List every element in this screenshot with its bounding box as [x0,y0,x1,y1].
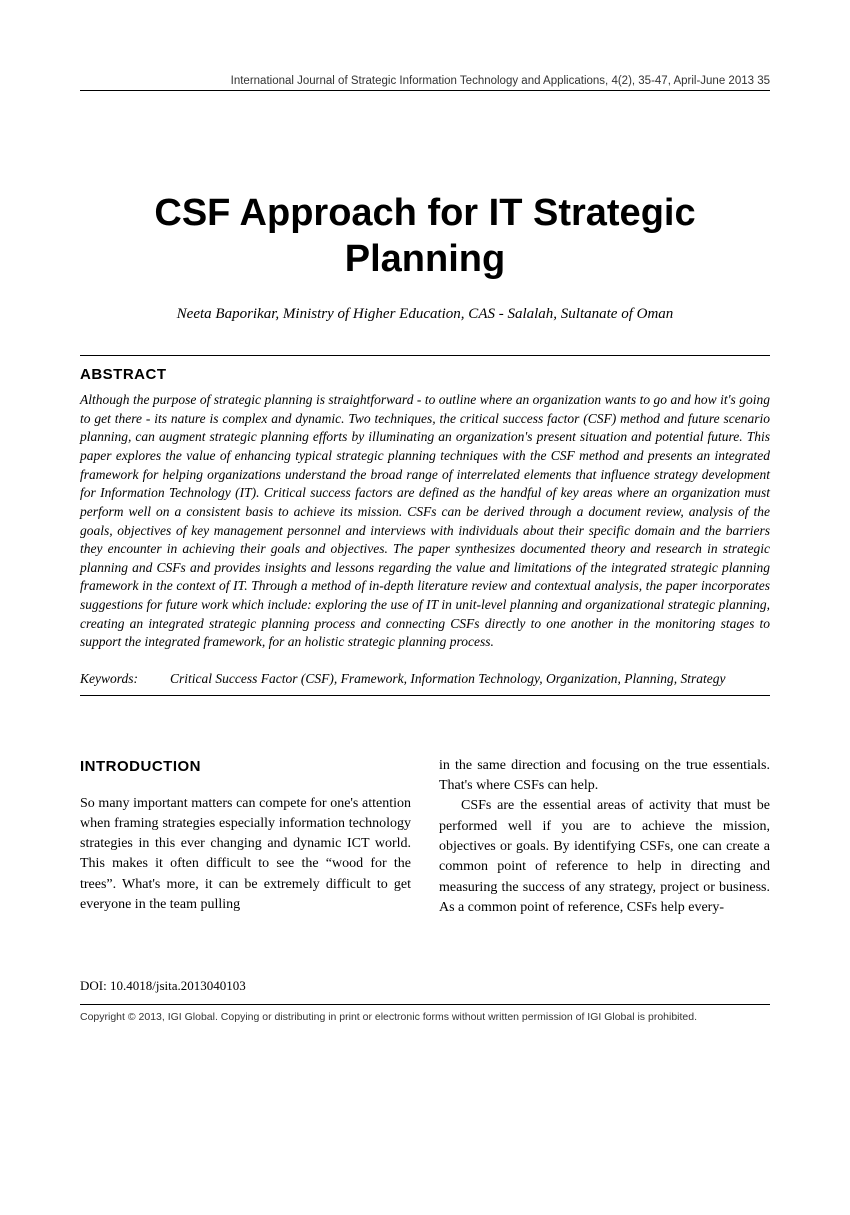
abstract-heading: ABSTRACT [80,366,770,383]
introduction-heading: INTRODUCTION [80,756,411,778]
footer-rule [80,1004,770,1005]
copyright-line: Copyright © 2013, IGI Global. Copying or… [80,1011,770,1023]
intro-para-right-1: in the same direction and focusing on th… [439,756,770,797]
head-rule [80,90,770,91]
keywords-label: Keywords: [80,670,170,689]
intro-para-left: So many important matters can compete fo… [80,794,411,916]
intro-para-right-2: CSFs are the essential areas of activity… [439,796,770,918]
article-title: CSF Approach for IT Strategic Planning [80,191,770,282]
abstract-bottom-rule [80,695,770,696]
column-right: in the same direction and focusing on th… [439,756,770,918]
abstract-text: Although the purpose of strategic planni… [80,391,770,652]
author-line: Neeta Baporikar, Ministry of Higher Educ… [80,306,770,323]
keywords-text: Critical Success Factor (CSF), Framework… [170,670,770,689]
running-head: International Journal of Strategic Infor… [80,75,770,87]
doi-line: DOI: 10.4018/jsita.2013040103 [80,978,770,994]
abstract-top-rule [80,355,770,356]
body-columns: INTRODUCTION So many important matters c… [80,756,770,918]
column-left: INTRODUCTION So many important matters c… [80,756,411,918]
keywords-row: Keywords: Critical Success Factor (CSF),… [80,670,770,689]
